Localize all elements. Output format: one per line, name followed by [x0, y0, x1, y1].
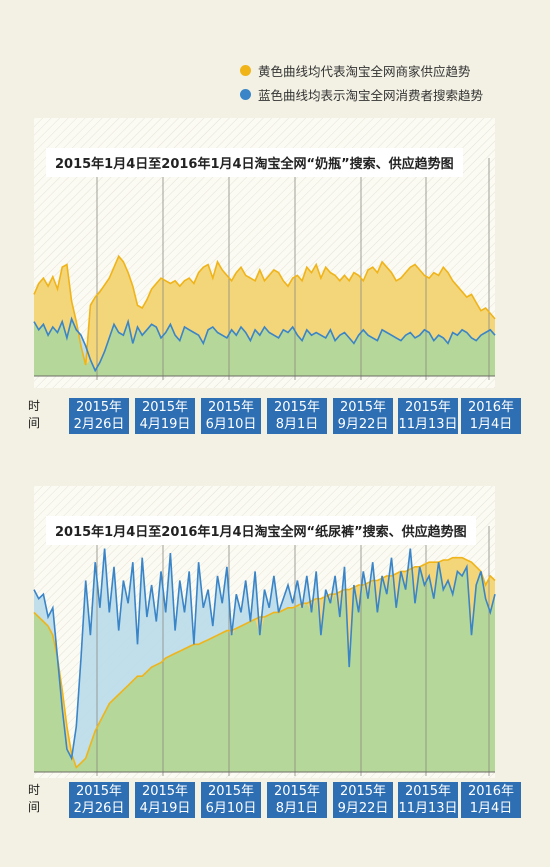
legend-search-label: 蓝色曲线均表示淘宝全网消费者搜索趋势	[258, 87, 484, 103]
series-area-overlap	[34, 562, 495, 772]
yellow-dot-icon	[240, 64, 251, 76]
legend-supply-label: 黄色曲线均代表淘宝全网商家供应趋势	[258, 63, 471, 79]
x-tick-label: 2015年 6月10日	[201, 398, 261, 434]
series-area-overlap	[34, 318, 495, 376]
x-tick-label: 2015年 4月19日	[135, 782, 195, 818]
series-line-search	[33, 548, 496, 761]
x-tick-label: 2015年 4月19日	[135, 398, 195, 434]
series-line-search	[33, 316, 496, 373]
x-tick-label: 2015年 11月13日	[398, 782, 458, 818]
x-tick-label: 2016年 1月4日	[461, 398, 521, 434]
x-tick-label: 2015年 2月26日	[69, 782, 129, 818]
x-tick-label: 2015年 6月10日	[201, 782, 261, 818]
legend-item-search: 蓝色曲线均表示淘宝全网消费者搜索趋势	[240, 82, 483, 106]
x-tick-label: 2015年 8月1日	[267, 782, 327, 818]
x-tick-label: 2015年 9月22日	[333, 398, 393, 434]
x-axis-diaper: 时间 2015年 2月26日 2015年 4月19日 2015年 6月10日 2015年 8月…	[0, 782, 550, 818]
x-tick-label: 2015年 2月26日	[69, 398, 129, 434]
chart-title-diaper: 2015年1月4日至2016年1月4日淘宝全网“纸尿裤”搜索、供应趋势图	[46, 516, 476, 545]
chart-panel-diaper: 2015年1月4日至2016年1月4日淘宝全网“纸尿裤”搜索、供应趋势图 时间 …	[0, 486, 550, 826]
x-axis-time-label: 时间	[27, 783, 40, 814]
x-tick-label: 2015年 9月22日	[333, 782, 393, 818]
series-line-supply	[33, 254, 496, 366]
legend: 黄色曲线均代表淘宝全网商家供应趋势 蓝色曲线均表示淘宝全网消费者搜索趋势	[240, 58, 483, 106]
series-line-supply	[33, 556, 496, 769]
legend-item-supply: 黄色曲线均代表淘宝全网商家供应趋势	[240, 58, 483, 82]
chart-title-bottle: 2015年1月4日至2016年1月4日淘宝全网“奶瓶”搜索、供应趋势图	[46, 148, 463, 177]
blue-dot-icon	[240, 88, 251, 100]
x-axis-bottle: 时间 2015年 2月26日 2015年 4月19日 2015年 6月10日 2015年 8月…	[0, 398, 550, 434]
x-axis-time-label: 时间	[27, 399, 40, 430]
x-tick-label: 2016年 1月4日	[461, 782, 521, 818]
x-tick-label: 2015年 11月13日	[398, 398, 458, 434]
chart-panel-bottle: 2015年1月4日至2016年1月4日淘宝全网“奶瓶”搜索、供应趋势图 时间 2…	[0, 118, 550, 434]
x-tick-label: 2015年 8月1日	[267, 398, 327, 434]
